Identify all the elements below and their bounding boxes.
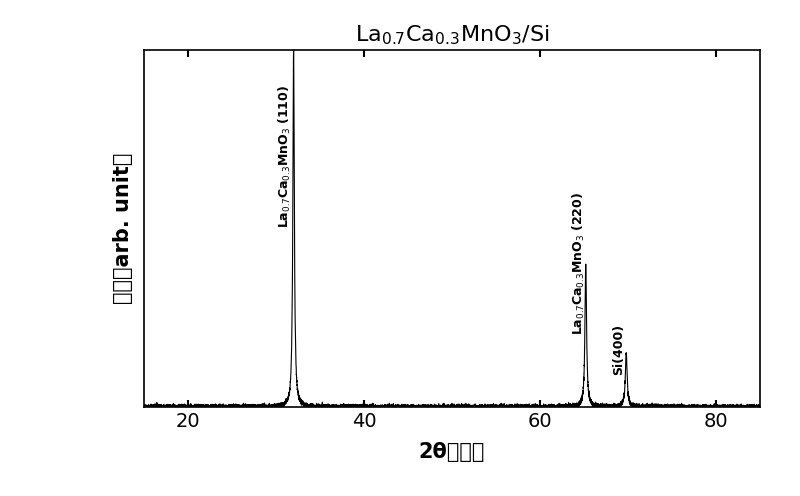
Text: Si(400): Si(400)	[612, 323, 625, 374]
Title: La$_{0.7}$Ca$_{0.3}$MnO$_3$/Si: La$_{0.7}$Ca$_{0.3}$MnO$_3$/Si	[354, 23, 550, 47]
Text: La$_{0.7}$Ca$_{0.3}$MnO$_3$ (220): La$_{0.7}$Ca$_{0.3}$MnO$_3$ (220)	[570, 192, 586, 335]
Y-axis label: 强度（arb. unit）: 强度（arb. unit）	[113, 152, 133, 304]
X-axis label: 2θ（度）: 2θ（度）	[419, 442, 485, 462]
Text: La$_{0.7}$Ca$_{0.3}$MnO$_3$ (110): La$_{0.7}$Ca$_{0.3}$MnO$_3$ (110)	[277, 85, 293, 228]
